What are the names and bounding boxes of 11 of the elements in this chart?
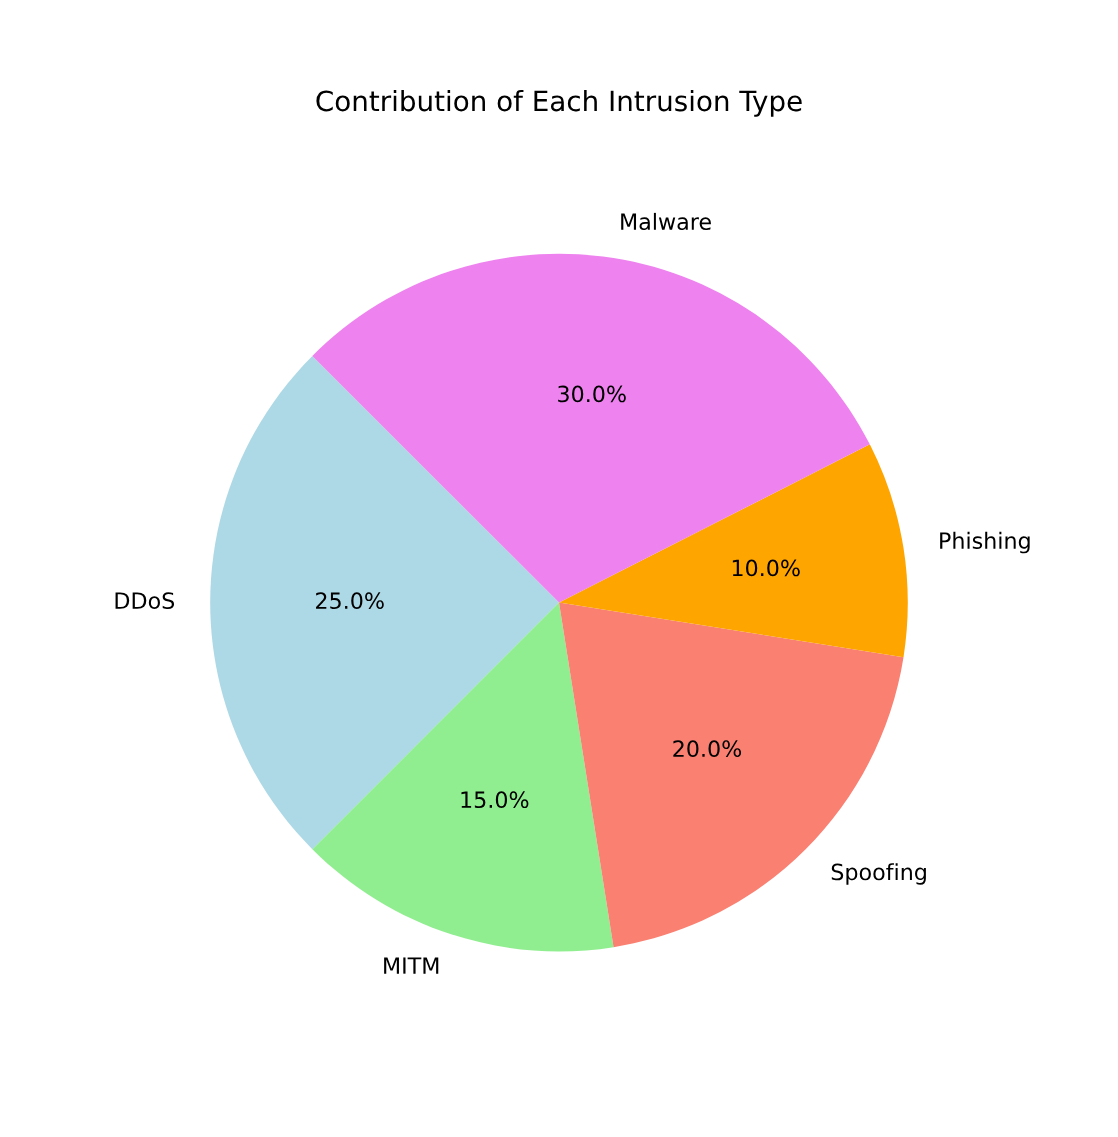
data-label: 30.0% — [558, 385, 626, 403]
slice-label: DDoS — [115, 592, 175, 610]
data-label: 15.0% — [461, 791, 529, 809]
slice-label: Phishing — [940, 531, 1030, 554]
data-label: 10.0% — [732, 559, 800, 577]
data-label: 20.0% — [673, 740, 742, 758]
slice-label: Malware — [621, 212, 711, 231]
chart-title: Contribution of Each Intrusion Type — [316, 89, 802, 117]
data-label: 25.0% — [316, 592, 384, 610]
slice-label: MITM — [384, 957, 439, 974]
slice-label: Spoofing — [831, 863, 926, 885]
